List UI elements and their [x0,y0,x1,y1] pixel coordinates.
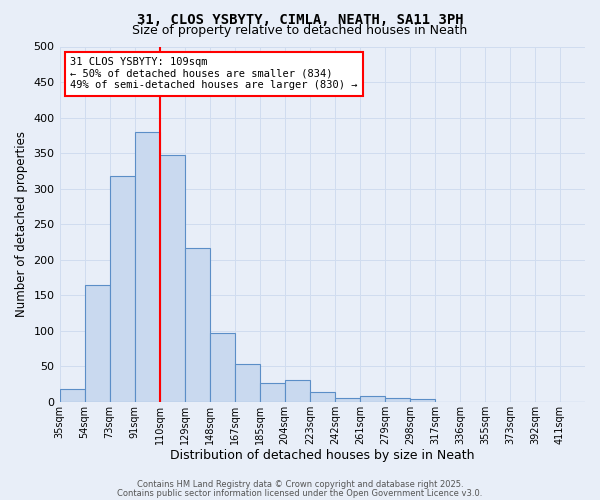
Bar [385,398,410,402]
Bar [335,398,360,402]
Bar [410,399,435,402]
Bar [235,364,260,402]
Text: Size of property relative to detached houses in Neath: Size of property relative to detached ho… [133,24,467,37]
Y-axis label: Number of detached properties: Number of detached properties [15,131,28,317]
Text: 31, CLOS YSBYTY, CIMLA, NEATH, SA11 3PH: 31, CLOS YSBYTY, CIMLA, NEATH, SA11 3PH [137,12,463,26]
X-axis label: Distribution of detached houses by size in Neath: Distribution of detached houses by size … [170,450,475,462]
Text: Contains HM Land Registry data © Crown copyright and database right 2025.: Contains HM Land Registry data © Crown c… [137,480,463,489]
Bar [160,154,185,402]
Bar [134,132,160,402]
Bar [185,248,209,402]
Bar [260,382,285,402]
Text: 31 CLOS YSBYTY: 109sqm
← 50% of detached houses are smaller (834)
49% of semi-de: 31 CLOS YSBYTY: 109sqm ← 50% of detached… [70,57,358,90]
Bar [360,396,385,402]
Bar [85,284,110,402]
Bar [110,176,134,402]
Bar [59,389,85,402]
Bar [310,392,335,402]
Text: Contains public sector information licensed under the Open Government Licence v3: Contains public sector information licen… [118,488,482,498]
Bar [209,333,235,402]
Bar [285,380,310,402]
